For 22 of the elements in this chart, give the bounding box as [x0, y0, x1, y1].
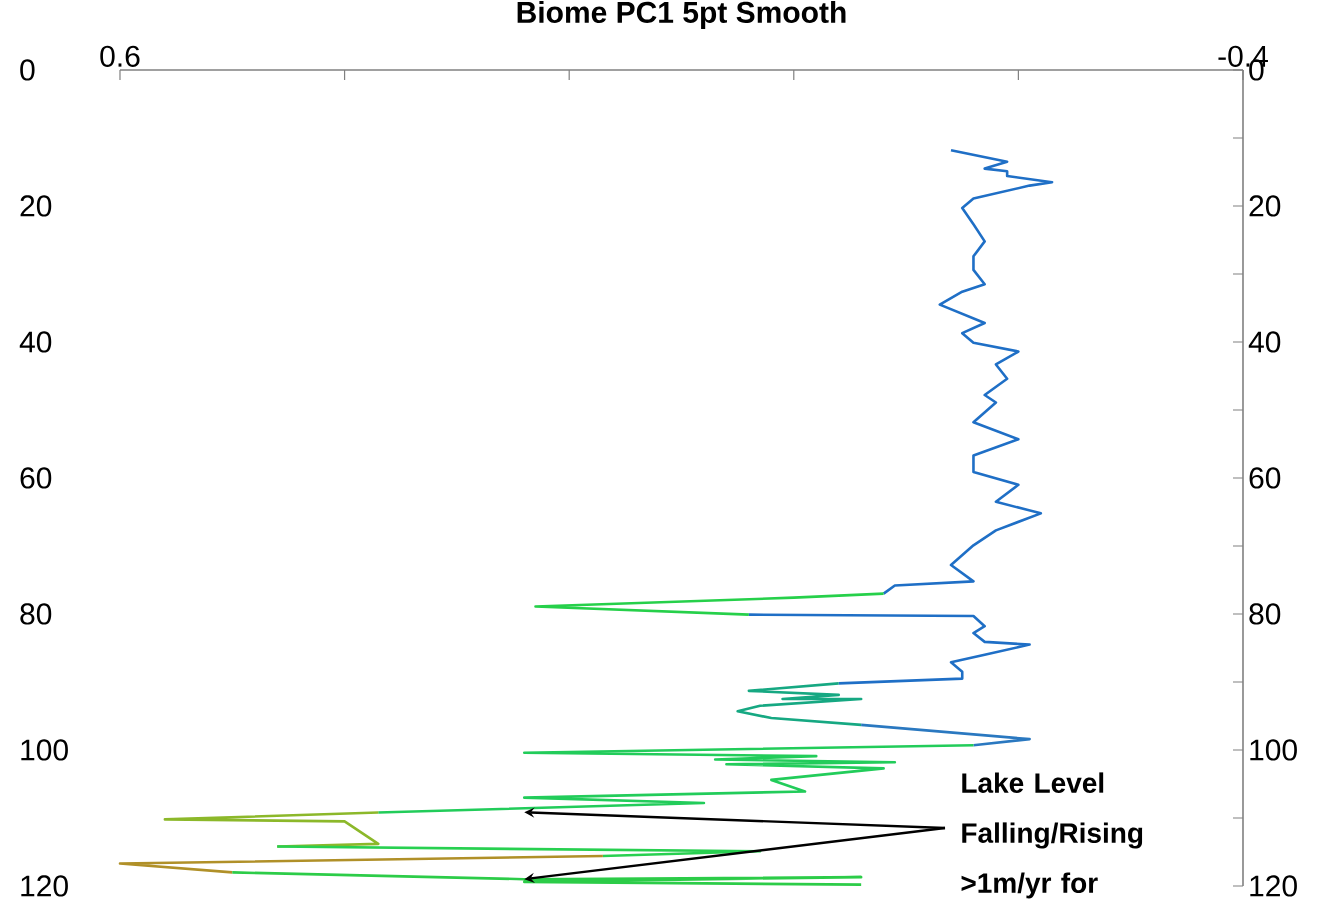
- y2-tick-label: 100: [21, 739, 68, 761]
- y2-tick-label: 80: [20, 603, 52, 625]
- y-tick-label: 100: [1250, 739, 1297, 761]
- y-tick-label: 20: [1249, 195, 1281, 217]
- y2-tick-label: 20: [20, 195, 52, 217]
- y2-tick-label: 40: [19, 331, 52, 353]
- y2-tick-label: 120: [21, 875, 68, 897]
- line-series: [736, 682, 863, 727]
- y2-tick-label: 0: [20, 59, 35, 81]
- line-series: [534, 592, 885, 616]
- line-series: [230, 871, 863, 886]
- y2-tick-label: 60: [20, 467, 52, 489]
- x-tick-label: 0.6: [100, 45, 140, 67]
- chart-title: Biome PC1 5pt Smooth: [517, 0, 846, 29]
- y-tick-label: 60: [1249, 467, 1281, 489]
- y-tick-label: 120: [1250, 875, 1297, 897]
- annotation: Lake Level Falling/Rising >1m/yr for: [961, 772, 1143, 899]
- line-series: [747, 613, 1031, 685]
- line-series: [882, 148, 1054, 595]
- y-tick-label: 80: [1249, 603, 1281, 625]
- line-series: [163, 811, 380, 848]
- y-tick-label: 40: [1248, 331, 1281, 353]
